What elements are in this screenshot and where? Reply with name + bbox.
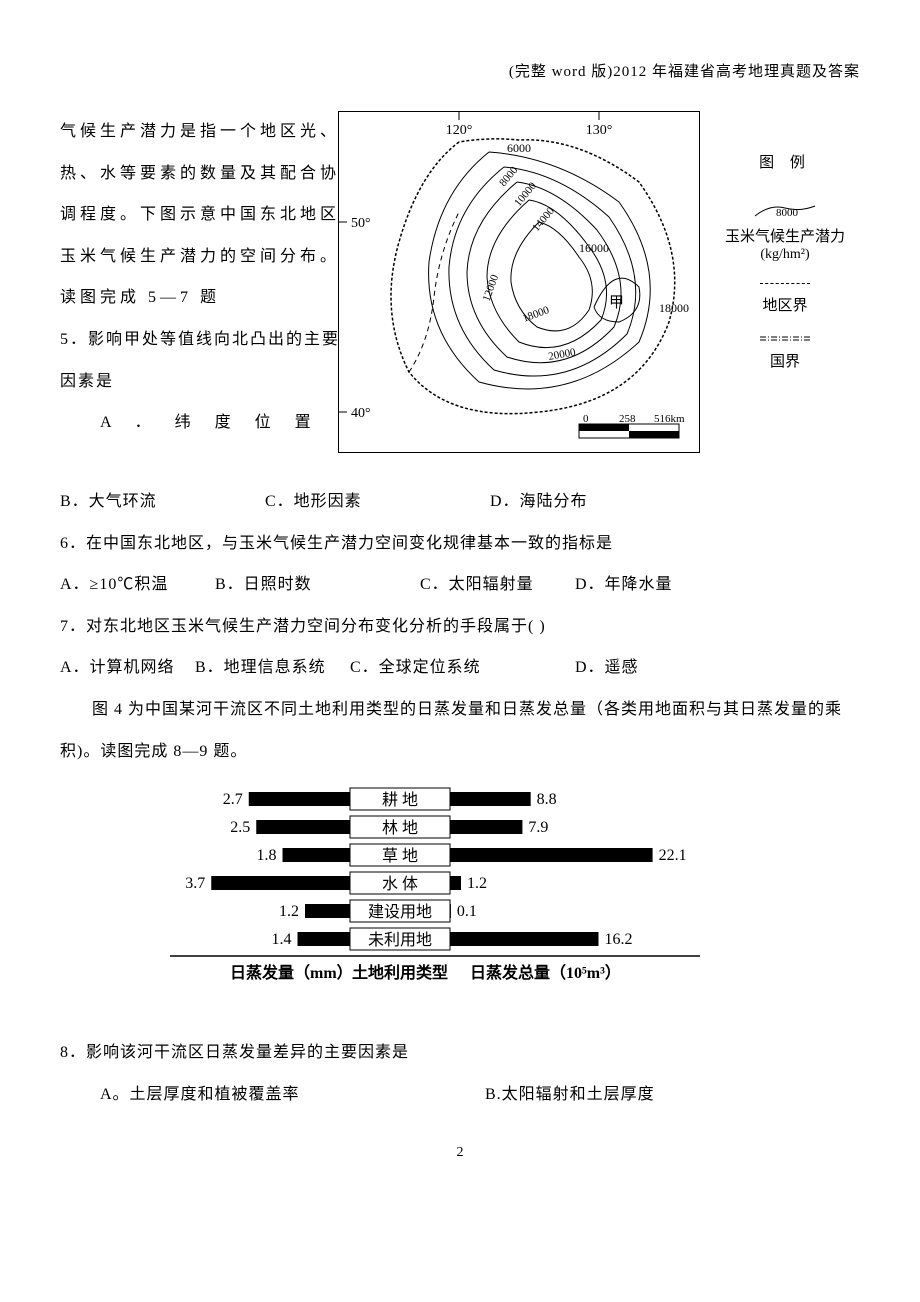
svg-text:258: 258 <box>619 413 636 425</box>
lon-130: 130° <box>586 123 613 138</box>
svg-text:3.7: 3.7 <box>185 875 205 892</box>
fig4-intro: 图 4 为中国某河干流区不同土地利用类型的日蒸发量和日蒸发总量（各类用地面积与其… <box>60 689 860 772</box>
q6-b: B．日照时数 <box>215 564 415 606</box>
c18000b: 18000 <box>659 301 689 315</box>
map-svg: 120° 130° 50° 40° 6000 <box>338 111 700 453</box>
svg-text:1.8: 1.8 <box>257 847 277 864</box>
svg-text:林 地: 林 地 <box>382 819 418 837</box>
q7-stem: 7．对东北地区玉米气候生产潜力空间分布变化分析的手段属于( ) <box>60 606 860 648</box>
marker-jia: 甲 <box>609 295 624 311</box>
q5-stem: 5．影响甲处等值线向北凸出的主要因素是 <box>60 331 340 390</box>
lat-50: 50° <box>351 216 371 231</box>
svg-text:日蒸发量（mm）: 日蒸发量（mm） <box>230 963 353 982</box>
svg-text:0.1: 0.1 <box>457 903 477 920</box>
q8-stem: 8．影响该河干流区日蒸发量差异的主要因素是 <box>60 1032 860 1074</box>
page-header: (完整 word 版)2012 年福建省高考地理真题及答案 <box>60 60 860 81</box>
svg-text:耕 地: 耕 地 <box>382 791 418 809</box>
q6-stem: 6．在中国东北地区，与玉米气候生产潜力空间变化规律基本一致的指标是 <box>60 523 860 565</box>
svg-text:7.9: 7.9 <box>528 819 548 836</box>
svg-text:1.2: 1.2 <box>279 903 299 920</box>
q7-b: B．地理信息系统 <box>195 647 345 689</box>
legend-border: 国界 <box>770 354 800 370</box>
q7-a: A．计算机网络 <box>60 647 190 689</box>
q5-c: C．地形因素 <box>265 481 485 523</box>
c16000: 16000 <box>579 241 609 255</box>
svg-text:草 地: 草 地 <box>382 847 418 865</box>
legend-contour-unit: (kg/hm²) <box>760 247 809 262</box>
svg-text:1.2: 1.2 <box>467 875 487 892</box>
q5-options-bcd: B．大气环流 C．地形因素 D．海陆分布 <box>60 481 860 523</box>
q8-options: A。土层厚度和植被覆盖率 B.太阳辐射和土层厚度 <box>60 1074 860 1116</box>
legend-contour-label: 玉米气候生产潜力 <box>725 229 845 245</box>
q6-c: C．太阳辐射量 <box>420 564 570 606</box>
chart-svg: 2.7 耕 地 8.8 2.5 林 地 7.9 1.8 草 地 22.1 3.7 水 体 1.2 1.2… <box>150 782 770 1012</box>
q7-c: C．全球定位系统 <box>350 647 570 689</box>
lon-120: 120° <box>446 123 473 138</box>
q6-options: A．≥10℃积温 B．日照时数 C．太阳辐射量 D．年降水量 <box>60 564 860 606</box>
intro-block: 气候生产潜力是指一个地区光、热、水等要素的数量及其配合协调程度。下图示意中国东北… <box>60 111 860 481</box>
intro-text: 气候生产潜力是指一个地区光、热、水等要素的数量及其配合协调程度。下图示意中国东北… <box>60 111 340 402</box>
q5-b: B．大气环流 <box>60 481 260 523</box>
map-figure: 120° 130° 50° 40° 6000 <box>338 111 860 453</box>
svg-text:水 体: 水 体 <box>382 875 418 893</box>
svg-text:2.5: 2.5 <box>230 819 250 836</box>
q8-b: B.太阳辐射和土层厚度 <box>485 1074 655 1116</box>
svg-text:1.4: 1.4 <box>272 931 292 948</box>
svg-text:22.1: 22.1 <box>659 847 687 864</box>
q7-d: D．遥感 <box>575 647 639 689</box>
svg-text:8.8: 8.8 <box>537 791 557 808</box>
svg-text:日蒸发总量（10⁵m³）: 日蒸发总量（10⁵m³） <box>470 963 621 982</box>
svg-text:未利用地: 未利用地 <box>368 931 432 949</box>
svg-text:2.7: 2.7 <box>223 791 243 808</box>
q5-d: D．海陆分布 <box>490 481 588 523</box>
legend-title: 图 例 <box>710 151 860 172</box>
c6000: 6000 <box>507 141 531 155</box>
map-legend: 图 例 8000 玉米气候生产潜力 (kg/hm²) 地区界 国界 <box>710 111 860 385</box>
evaporation-chart: 2.7 耕 地 8.8 2.5 林 地 7.9 1.8 草 地 22.1 3.7 水 体 1.2 1.2… <box>60 782 860 1012</box>
intro-content: 气候生产潜力是指一个地区光、热、水等要素的数量及其配合协调程度。下图示意中国东北… <box>60 123 340 306</box>
svg-text:16.2: 16.2 <box>605 931 633 948</box>
svg-text:建设用地: 建设用地 <box>368 903 432 921</box>
legend-region: 地区界 <box>762 298 807 314</box>
svg-text:516km: 516km <box>654 413 685 425</box>
svg-text:0: 0 <box>583 413 589 425</box>
q7-options: A．计算机网络 B．地理信息系统 C．全球定位系统 D．遥感 <box>60 647 860 689</box>
lat-50: 40° <box>351 406 371 421</box>
page-number: 2 <box>60 1145 860 1161</box>
svg-text:土地利用类型: 土地利用类型 <box>352 963 448 982</box>
q6-a: A．≥10℃积温 <box>60 564 210 606</box>
svg-text:8000: 8000 <box>776 207 799 219</box>
q6-d: D．年降水量 <box>575 564 673 606</box>
q8-a: A。土层厚度和植被覆盖率 <box>60 1074 480 1116</box>
